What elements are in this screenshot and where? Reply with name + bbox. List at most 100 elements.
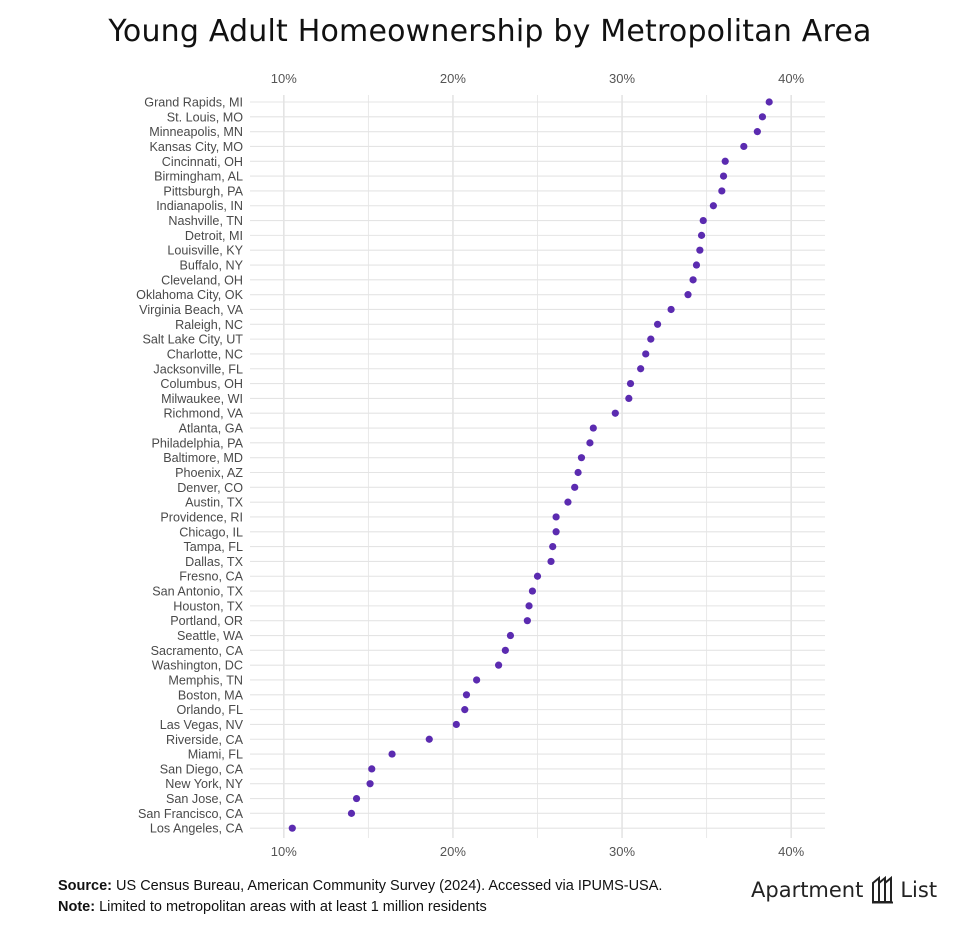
x-axis-ticks: 10% 10% 20% 20% 30% 30% 40% 40% (271, 71, 805, 859)
metro-label: Birmingham, AL (154, 170, 243, 184)
chart-title: Young Adult Homeownership by Metropolita… (108, 14, 872, 49)
data-point (352, 794, 361, 803)
data-point (549, 543, 557, 551)
data-point (758, 113, 767, 121)
data-point (637, 365, 645, 373)
data-point (586, 439, 594, 447)
data-point (718, 187, 726, 195)
metro-label: San Antonio, TX (152, 585, 243, 599)
metro-label: Houston, TX (173, 599, 243, 613)
data-point (366, 780, 374, 788)
data-point (462, 691, 471, 699)
data-point (368, 765, 376, 773)
data-point (528, 587, 537, 595)
data-point (501, 646, 509, 654)
source-label: Source: (58, 878, 112, 894)
gridlines (250, 95, 825, 838)
x-tick-label-bottom: 40% (778, 844, 804, 859)
data-point (689, 276, 697, 284)
metro-label: Oklahoma City, OK (136, 288, 243, 302)
data-point (288, 824, 296, 832)
metro-label: Indianapolis, IN (156, 199, 243, 213)
data-point (740, 142, 748, 151)
data-point (495, 661, 503, 669)
metro-label: Richmond, VA (163, 407, 243, 421)
data-point (533, 572, 542, 580)
data-point (473, 676, 481, 684)
metro-label: Los Angeles, CA (150, 822, 244, 836)
metro-label: Nashville, TN (168, 214, 243, 228)
note-text: Limited to metropolitan areas with at le… (95, 899, 487, 915)
x-tick-label-top: 40% (778, 71, 804, 86)
data-point (721, 157, 729, 165)
note-label: Note: (58, 899, 96, 915)
metro-label: San Jose, CA (166, 792, 244, 806)
metro-label: Minneapolis, MN (149, 125, 243, 139)
note-line: Note: Limited to metropolitan areas with… (58, 897, 662, 918)
data-point (577, 454, 586, 462)
dot-plot: 10% 10% 20% 20% 30% 30% 40% 40% Grand Rapids, M… (136, 71, 825, 859)
data-point (523, 617, 531, 625)
x-tick-label-bottom: 10% (271, 844, 297, 859)
data-point (753, 128, 761, 136)
data-point (552, 528, 560, 536)
metro-label: Sacramento, CA (151, 644, 244, 658)
metro-label: Grand Rapids, MI (144, 96, 243, 110)
data-point (626, 379, 635, 388)
chart-footer: Source: US Census Bureau, American Commu… (58, 876, 662, 918)
data-point (647, 335, 655, 343)
metro-label: Milwaukee, WI (161, 392, 243, 406)
metro-label: Chicago, IL (179, 525, 243, 539)
data-point (347, 809, 356, 817)
metro-label: Cleveland, OH (161, 273, 243, 287)
data-point (625, 394, 633, 402)
source-text: US Census Bureau, American Community Sur… (112, 878, 663, 894)
metro-label: Tampa, FL (184, 540, 244, 554)
metro-label: Portland, OR (170, 614, 243, 628)
data-point (547, 557, 555, 566)
metro-label: Denver, CO (177, 481, 243, 495)
metro-label: Las Vegas, NV (160, 718, 244, 732)
metro-label: Riverside, CA (166, 733, 244, 747)
data-point (571, 483, 579, 491)
x-tick-label-bottom: 20% (440, 844, 466, 859)
data-point (699, 216, 707, 225)
metro-label: Orlando, FL (177, 703, 244, 717)
x-tick-label-top: 30% (609, 71, 635, 86)
metro-label: Providence, RI (160, 510, 243, 524)
data-point (388, 750, 396, 758)
data-point (642, 350, 650, 358)
metro-label: Raleigh, NC (175, 318, 243, 332)
metro-label: Austin, TX (185, 496, 243, 510)
data-point (709, 202, 717, 210)
metro-label: Philadelphia, PA (152, 436, 244, 450)
metro-label: Seattle, WA (177, 629, 244, 643)
apartment-list-logo: Apartment List (751, 873, 937, 907)
metro-label: Memphis, TN (168, 673, 243, 687)
metro-label: Cincinnati, OH (162, 155, 243, 169)
metro-label: Buffalo, NY (180, 259, 244, 273)
data-point (692, 261, 701, 269)
data-points (288, 98, 773, 832)
brand-word-apartment: Apartment (751, 878, 864, 902)
data-point (564, 498, 572, 506)
metro-label: Fresno, CA (179, 570, 243, 584)
metro-label: Baltimore, MD (163, 451, 243, 465)
data-point (589, 424, 597, 432)
data-point (425, 735, 433, 743)
brand-word-list: List (900, 878, 938, 902)
x-tick-label-bottom: 30% (609, 844, 635, 859)
data-point (765, 98, 773, 106)
metro-label: San Diego, CA (160, 762, 244, 776)
metro-label: Kansas City, MO (149, 140, 243, 154)
data-point (525, 602, 533, 610)
metro-label: Jacksonville, FL (153, 362, 243, 376)
data-point (574, 468, 582, 477)
data-point (719, 172, 728, 180)
data-point (684, 291, 692, 299)
metro-label: Atlanta, GA (179, 422, 244, 436)
metro-label: Detroit, MI (185, 229, 243, 243)
source-line: Source: US Census Bureau, American Commu… (58, 876, 662, 897)
metro-label: New York, NY (165, 777, 243, 791)
data-point (696, 246, 704, 254)
